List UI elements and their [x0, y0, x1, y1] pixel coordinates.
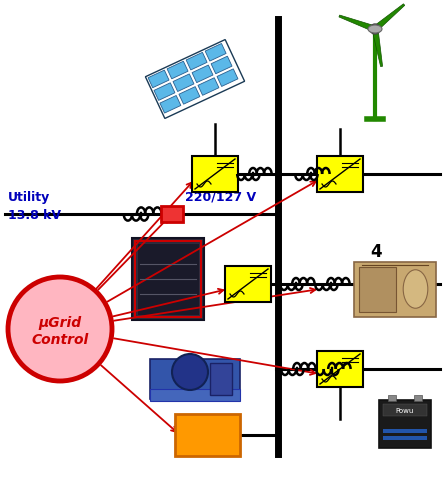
Ellipse shape: [403, 270, 428, 309]
Polygon shape: [205, 44, 226, 62]
Polygon shape: [217, 70, 238, 87]
Bar: [137, 243, 199, 315]
Text: 13.8 kV: 13.8 kV: [8, 209, 61, 222]
Text: 220/127 V: 220/127 V: [185, 191, 256, 204]
Polygon shape: [160, 96, 181, 114]
Bar: [414, 395, 422, 401]
Bar: [383, 436, 427, 440]
Bar: [317, 156, 363, 192]
Polygon shape: [154, 84, 175, 101]
Bar: [132, 239, 204, 320]
Bar: [354, 262, 436, 317]
Bar: [161, 206, 183, 223]
Bar: [192, 156, 238, 192]
Polygon shape: [372, 29, 383, 68]
Circle shape: [8, 277, 112, 381]
Polygon shape: [339, 16, 376, 33]
Bar: [359, 267, 396, 312]
Bar: [388, 395, 396, 401]
Polygon shape: [186, 53, 207, 71]
Bar: [383, 404, 427, 416]
Text: 4: 4: [370, 242, 381, 261]
Circle shape: [172, 354, 208, 390]
Polygon shape: [167, 62, 188, 80]
Bar: [150, 389, 240, 401]
Bar: [135, 241, 201, 317]
Circle shape: [370, 25, 380, 35]
Bar: [379, 400, 431, 448]
Bar: [225, 266, 271, 302]
Polygon shape: [198, 79, 219, 96]
Bar: [175, 414, 240, 456]
Polygon shape: [211, 57, 232, 74]
Text: μGrid: μGrid: [39, 315, 82, 329]
Polygon shape: [179, 87, 200, 105]
Polygon shape: [148, 71, 169, 88]
Text: Utility: Utility: [8, 191, 50, 204]
Ellipse shape: [368, 26, 382, 34]
Bar: [317, 351, 363, 387]
Polygon shape: [373, 5, 405, 32]
Text: Control: Control: [31, 332, 89, 346]
Bar: [210, 363, 232, 395]
Bar: [383, 429, 427, 433]
Text: Powu: Powu: [396, 407, 414, 413]
Bar: [150, 359, 240, 399]
Polygon shape: [173, 75, 194, 92]
Polygon shape: [192, 66, 213, 84]
